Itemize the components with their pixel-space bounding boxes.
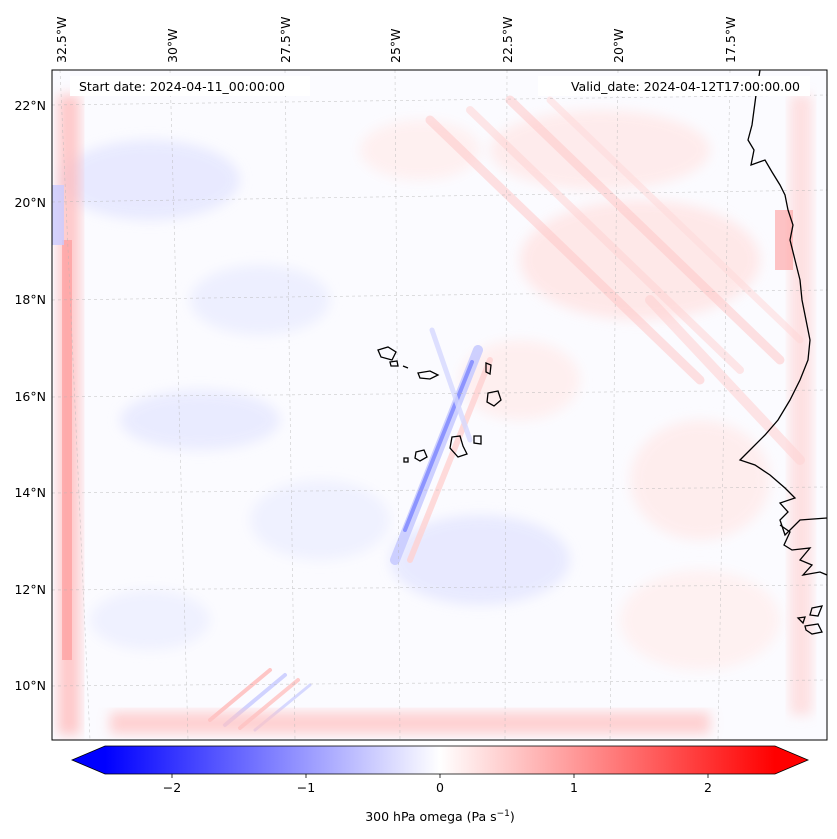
lon-label: 17.5°W (723, 17, 738, 63)
colorbar-ticks: −2 −1 0 1 2 (163, 774, 712, 795)
map-panel: Start date: 2024-04-11_00:00:00 Valid_da… (14, 17, 828, 741)
colorbar-outline (70, 745, 810, 775)
map-frame (51, 69, 828, 741)
lat-label: 12°N (14, 582, 46, 597)
lat-label: 22°N (14, 98, 46, 113)
lat-label: 20°N (14, 195, 46, 210)
cape-verde-santiago (449, 435, 468, 458)
lat-label: 18°N (14, 292, 46, 307)
lon-label: 32.5°W (54, 17, 69, 63)
start-date-text: Start date: 2024-04-11_00:00:00 (79, 79, 285, 94)
cape-verde-maio (473, 435, 482, 445)
colorbar-label-end: ) (510, 809, 515, 824)
colorbar-tick-label: 1 (570, 780, 578, 795)
cape-verde-sao-vicente (389, 360, 399, 367)
lat-label: 16°N (14, 389, 46, 404)
cape-verde-sal (485, 362, 492, 375)
omega-field (52, 95, 812, 735)
colorbar-tick-label: −2 (163, 780, 181, 795)
cape-verde-fogo (414, 449, 428, 462)
colorbar-tick-label: 2 (704, 780, 712, 795)
lon-label: 20°W (611, 28, 626, 63)
colorbar-extend-low (72, 746, 105, 774)
lon-label: 25°W (388, 28, 403, 63)
longitude-labels: 32.5°W 30°W 27.5°W 25°W 22.5°W 20°W 17.5… (54, 17, 738, 63)
lat-label: 10°N (14, 678, 46, 693)
colorbar-label-sup: −1 (497, 809, 510, 819)
cape-verde-sao-nicolau (402, 365, 440, 380)
colorbar: −2 −1 0 1 2 300 hPa omega (Pa s−1) (70, 745, 810, 824)
lat-label: 14°N (14, 485, 46, 500)
colorbar-tick-label: −1 (297, 780, 315, 795)
lon-label: 27.5°W (278, 17, 293, 63)
cape-verde-boa-vista (486, 390, 502, 407)
africa-coastline (738, 70, 827, 537)
lon-label: 30°W (165, 28, 180, 63)
latitude-labels: 22°N 20°N 18°N 16°N 14°N 12°N 10°N (14, 98, 46, 693)
cape-verde-brava (403, 457, 409, 463)
lon-label: 22.5°W (500, 17, 515, 63)
cape-verde-santo-antao (377, 346, 397, 361)
colorbar-body (105, 746, 775, 774)
africa-coastline-south (779, 524, 827, 576)
valid-date-box (538, 76, 810, 96)
colorbar-extend-high (775, 746, 808, 774)
colorbar-label-main: 300 hPa omega (Pa s (365, 809, 496, 824)
colorbar-tick-label: 0 (436, 780, 444, 795)
colorbar-label: 300 hPa omega (Pa s−1) (365, 809, 515, 824)
valid-date-text: Valid_date: 2024-04-12T17:00:00.00 (571, 79, 800, 94)
coastlines (377, 70, 827, 635)
guinea-bissau-islands (796, 605, 824, 635)
graticule (52, 70, 827, 740)
start-date-box (70, 76, 310, 96)
